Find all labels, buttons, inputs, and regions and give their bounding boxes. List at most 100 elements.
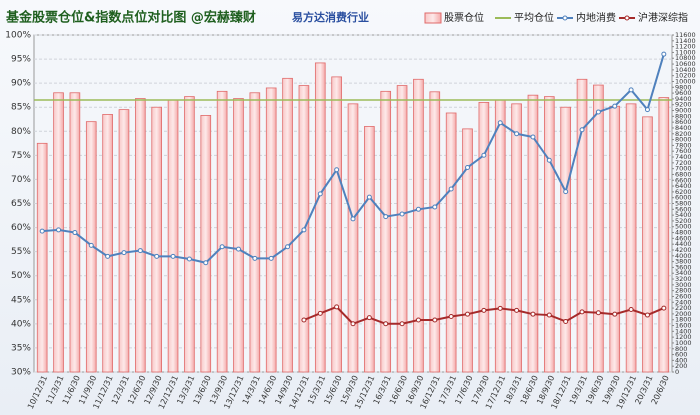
chart-title: 基金股票仓位&指数点位对比图 @宏赫臻财 (5, 10, 256, 26)
bar (233, 98, 244, 373)
bar (347, 103, 359, 373)
y2-tick-label: 6200 (675, 188, 692, 196)
bar (478, 102, 490, 373)
y2-tick-label: 2400 (675, 298, 692, 306)
bar (576, 78, 588, 373)
y2-tick-label: 7400 (675, 153, 692, 161)
y2-tick-label: 6400 (675, 182, 692, 190)
y-tick-label: 50% (11, 271, 31, 281)
point (530, 134, 536, 140)
point (628, 87, 634, 93)
point (579, 127, 585, 133)
bar (609, 105, 621, 373)
y-tick-label: 90% (11, 79, 31, 89)
point (366, 194, 372, 200)
y-tick-label: 65% (11, 199, 31, 209)
y2-tick-label: 9800 (675, 83, 692, 91)
bar (151, 106, 163, 373)
legend-label: 沪港深综指 (638, 11, 688, 24)
bar (314, 62, 326, 373)
y2-tick-label: 600 (675, 351, 687, 359)
y2-tick-label: 5800 (675, 200, 692, 208)
y-tick-label: 60% (11, 223, 31, 233)
y2-tick-label: 8800 (675, 112, 692, 120)
y2-tick-label: 6600 (675, 176, 692, 184)
y-tick-label: 95% (11, 55, 31, 65)
point (154, 253, 160, 259)
y-tick-label: 55% (11, 247, 31, 257)
point (612, 311, 618, 317)
bar (560, 106, 571, 373)
point (317, 310, 323, 316)
y2-tick-label: 1200 (675, 333, 692, 341)
bar (593, 84, 604, 373)
y2-tick-label: 3800 (675, 258, 692, 266)
y2-tick-label: 4600 (675, 234, 692, 242)
y2-tick-label: 7600 (675, 147, 692, 155)
bar (200, 114, 212, 373)
bar (413, 78, 424, 373)
bar (445, 112, 457, 373)
point (514, 307, 520, 313)
point (252, 255, 258, 261)
y2-tick-label: 9000 (675, 107, 692, 115)
point (514, 131, 520, 137)
bar (331, 76, 342, 373)
y2-tick-label: 2000 (675, 310, 692, 318)
point (612, 103, 618, 109)
point (546, 312, 552, 318)
y2-tick-label: 2200 (675, 304, 692, 312)
point (415, 317, 421, 323)
y2-tick-label: 3400 (675, 269, 692, 277)
point (39, 228, 45, 234)
point (186, 256, 192, 262)
y2-tick-label: 5600 (675, 205, 692, 213)
point (579, 309, 585, 315)
point (432, 204, 438, 210)
y2-tick-label: 9200 (675, 101, 692, 109)
point (301, 227, 307, 233)
y2-tick-label: 8400 (675, 124, 692, 132)
point (317, 191, 323, 197)
y2-tick-label: 800 (675, 345, 687, 353)
point (563, 189, 569, 195)
y2-tick-label: 1600 (675, 322, 692, 330)
point (497, 305, 503, 311)
point (448, 186, 454, 192)
point (661, 51, 667, 57)
bar (396, 85, 408, 373)
point (301, 317, 307, 323)
y2-tick-label: 4800 (675, 229, 692, 237)
legend-swatch (424, 12, 442, 24)
bar (102, 114, 113, 373)
point (644, 107, 650, 113)
bar (184, 96, 195, 373)
point (334, 167, 340, 173)
y2-tick-label: 10400 (675, 66, 696, 74)
y2-tick-label: 2800 (675, 287, 692, 295)
y2-tick-label: 5000 (675, 223, 692, 231)
bar (462, 128, 473, 373)
y2-tick-label: 1000 (675, 339, 692, 347)
point (497, 120, 503, 126)
y2-tick-label: 10600 (675, 60, 696, 68)
point (595, 109, 601, 115)
legend-marker (562, 15, 568, 21)
y-tick-label: 75% (11, 151, 31, 161)
y2-tick-label: 400 (675, 356, 687, 364)
point (465, 164, 471, 170)
point (170, 253, 176, 259)
point (628, 307, 634, 313)
y2-tick-label: 5200 (675, 217, 692, 225)
bar (511, 103, 522, 373)
y2-tick-label: 11400 (675, 37, 696, 45)
y2-tick-label: 4400 (675, 240, 692, 248)
y-tick-label: 100% (5, 31, 31, 41)
bar (625, 103, 637, 373)
point (481, 307, 487, 313)
y2-tick-label: 10800 (675, 54, 696, 62)
point (661, 305, 667, 311)
y2-tick-label: 3600 (675, 263, 692, 271)
y2-tick-label: 200 (675, 362, 687, 370)
